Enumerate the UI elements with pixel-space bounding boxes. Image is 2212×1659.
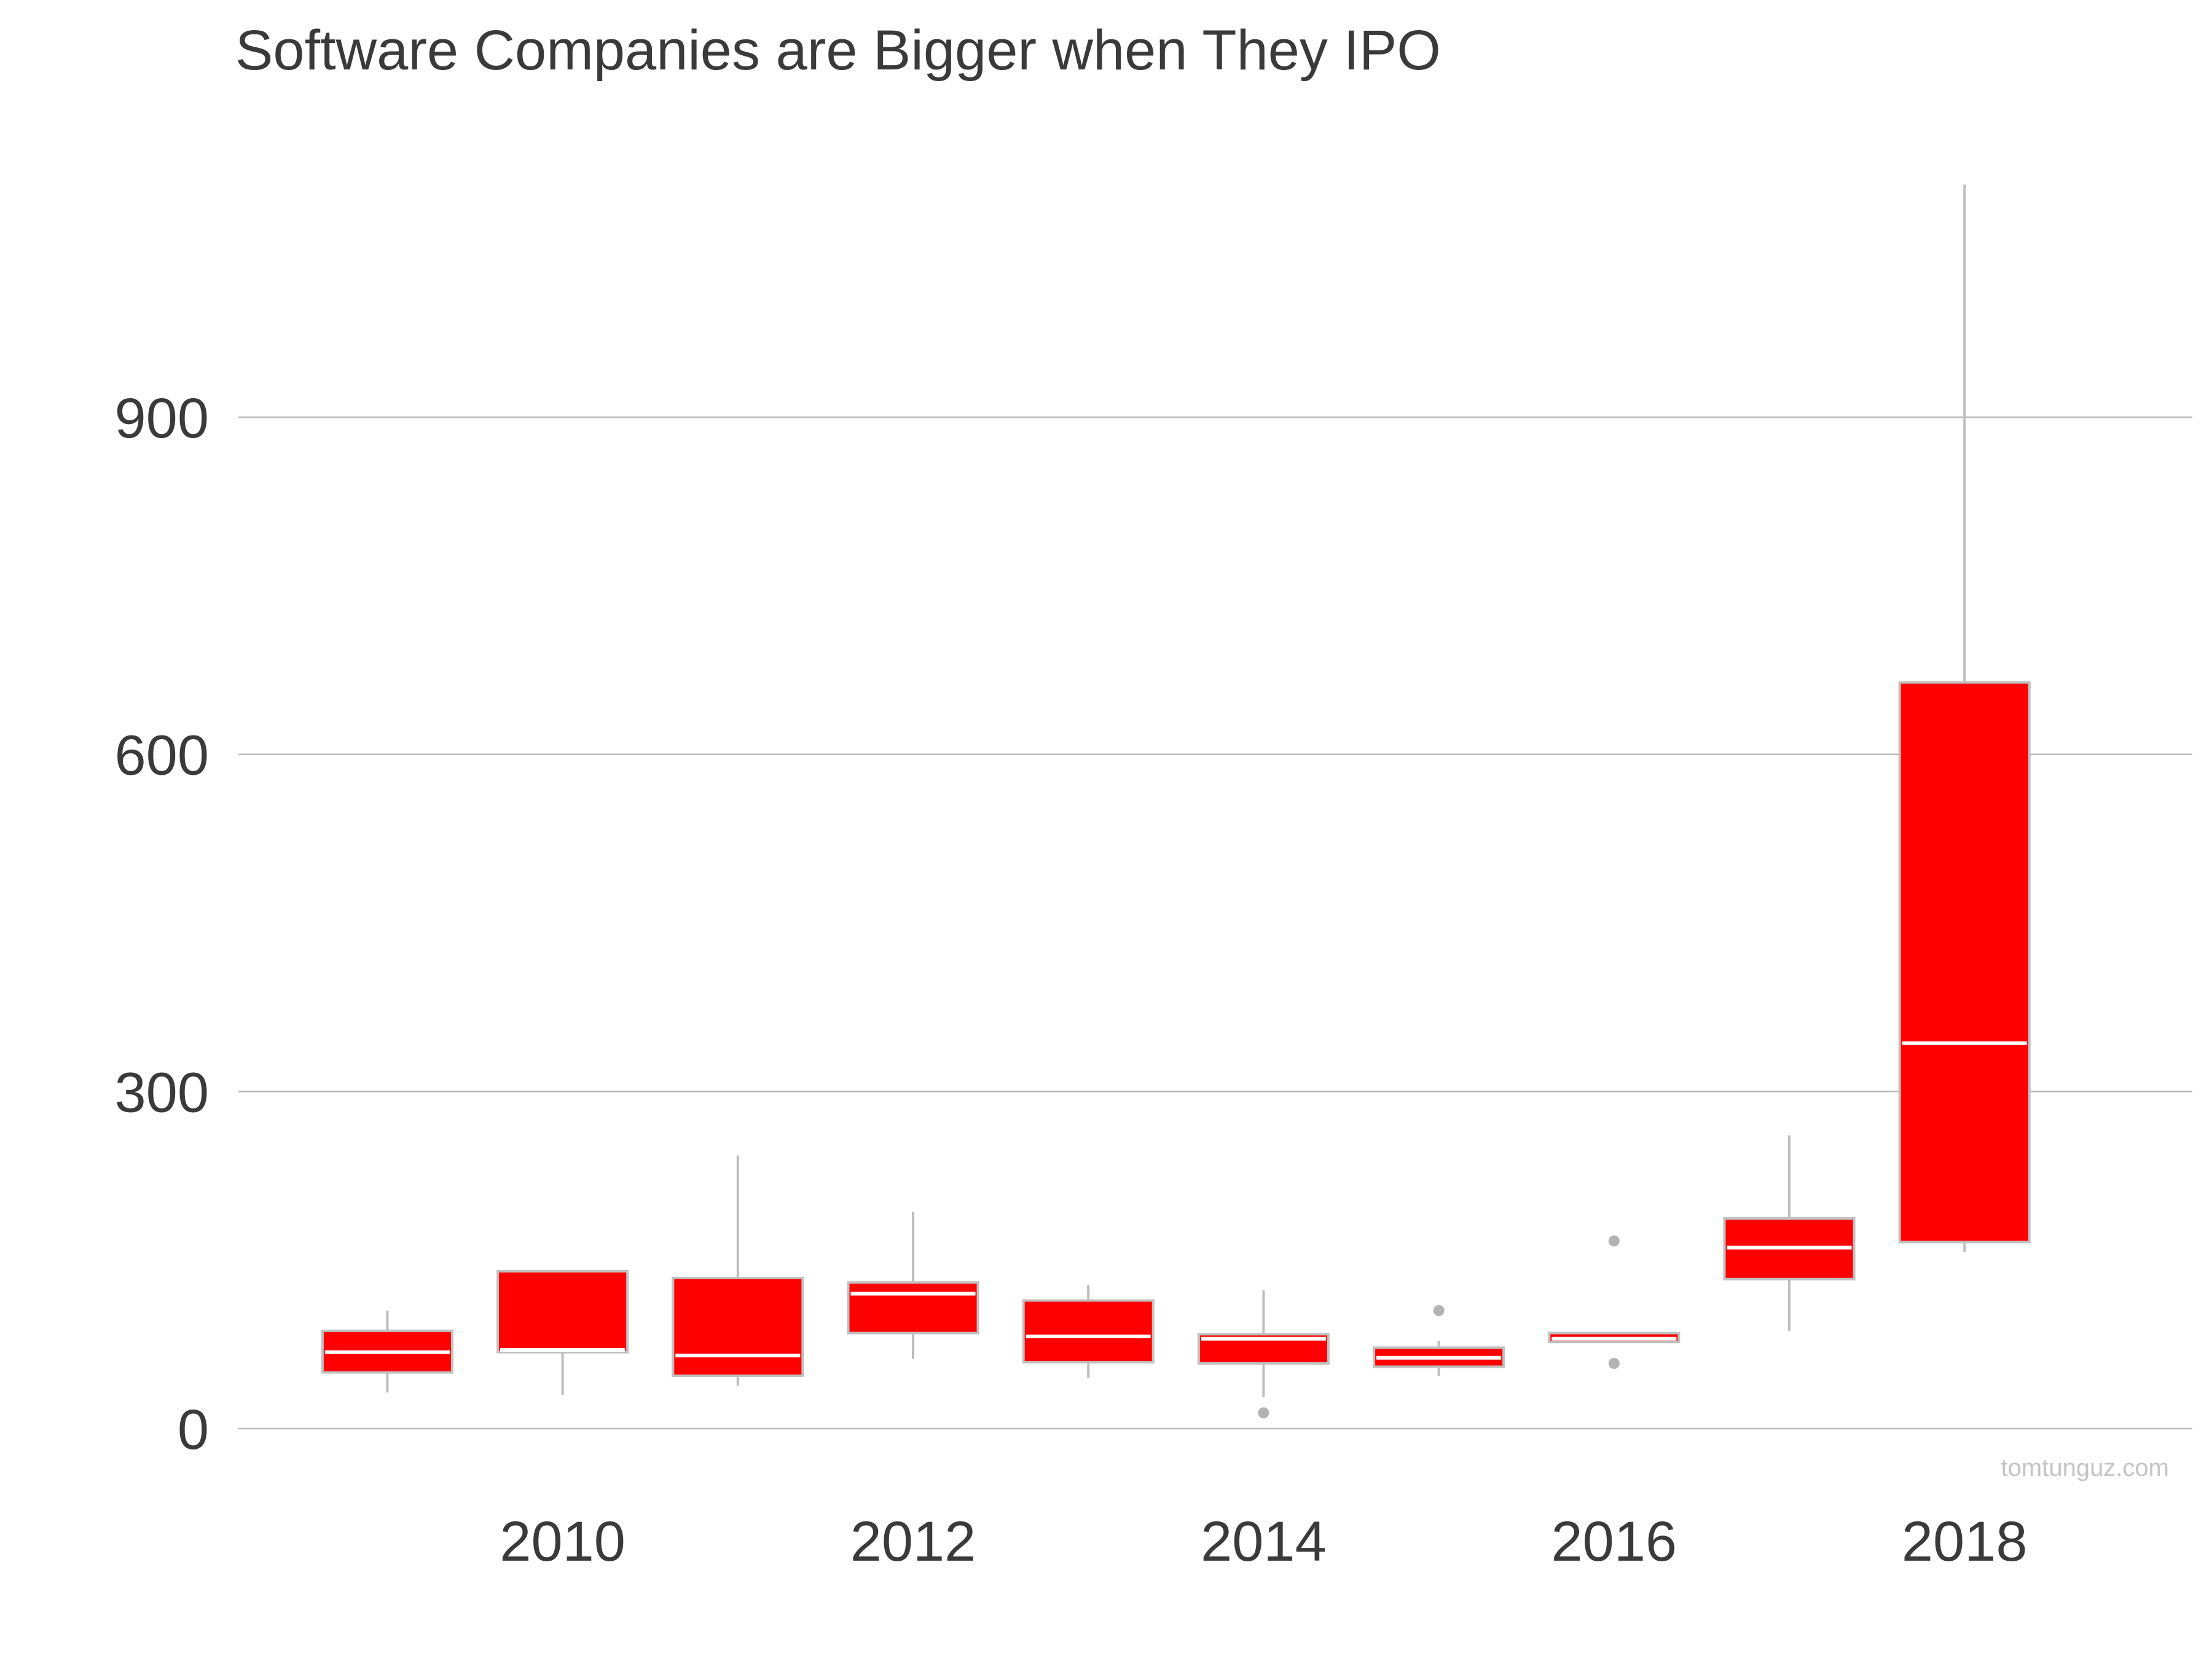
box-2016 <box>1548 1235 1681 1369</box>
box-2015 <box>1373 1304 1505 1376</box>
credit-label: tomtunguz.com <box>2001 1454 2169 1481</box>
box-2014 <box>1197 1290 1330 1419</box>
x-tick-label: 2016 <box>1551 1510 1677 1573</box>
y-tick-label: 900 <box>115 387 210 450</box>
x-axis-ticks: 2010 2012 2014 2016 2018 <box>500 1510 2027 1573</box>
y-tick-label: 300 <box>115 1061 210 1124</box>
x-tick-label: 2010 <box>500 1510 626 1573</box>
box-2018 <box>1898 184 2031 1252</box>
x-tick-label: 2012 <box>850 1510 976 1573</box>
outlier-point <box>1258 1407 1269 1419</box>
y-axis-ticks: 0 300 600 900 <box>115 387 210 1461</box>
box-2013 <box>1022 1284 1155 1378</box>
box-iqr <box>1898 681 2031 1244</box>
outlier-point <box>1608 1357 1620 1369</box>
gridlines <box>238 416 2192 1430</box>
box-2017 <box>1723 1135 1856 1331</box>
box-plots <box>321 184 2031 1419</box>
outlier-point <box>1433 1304 1445 1316</box>
box-2011 <box>672 1155 804 1386</box>
chart-title: Software Companies are Bigger when They … <box>235 19 1441 82</box>
box-iqr <box>847 1281 979 1335</box>
box-iqr <box>496 1269 629 1354</box>
x-tick-label: 2018 <box>1902 1510 2028 1573</box>
box-2012 <box>847 1212 979 1359</box>
box-2010 <box>496 1269 629 1395</box>
box-iqr <box>1022 1299 1155 1364</box>
y-tick-label: 0 <box>178 1398 209 1461</box>
box-iqr <box>672 1276 804 1378</box>
box-2009 <box>321 1310 453 1393</box>
y-tick-label: 600 <box>115 724 210 787</box>
x-tick-label: 2014 <box>1201 1510 1327 1573</box>
outlier-point <box>1608 1235 1620 1247</box>
